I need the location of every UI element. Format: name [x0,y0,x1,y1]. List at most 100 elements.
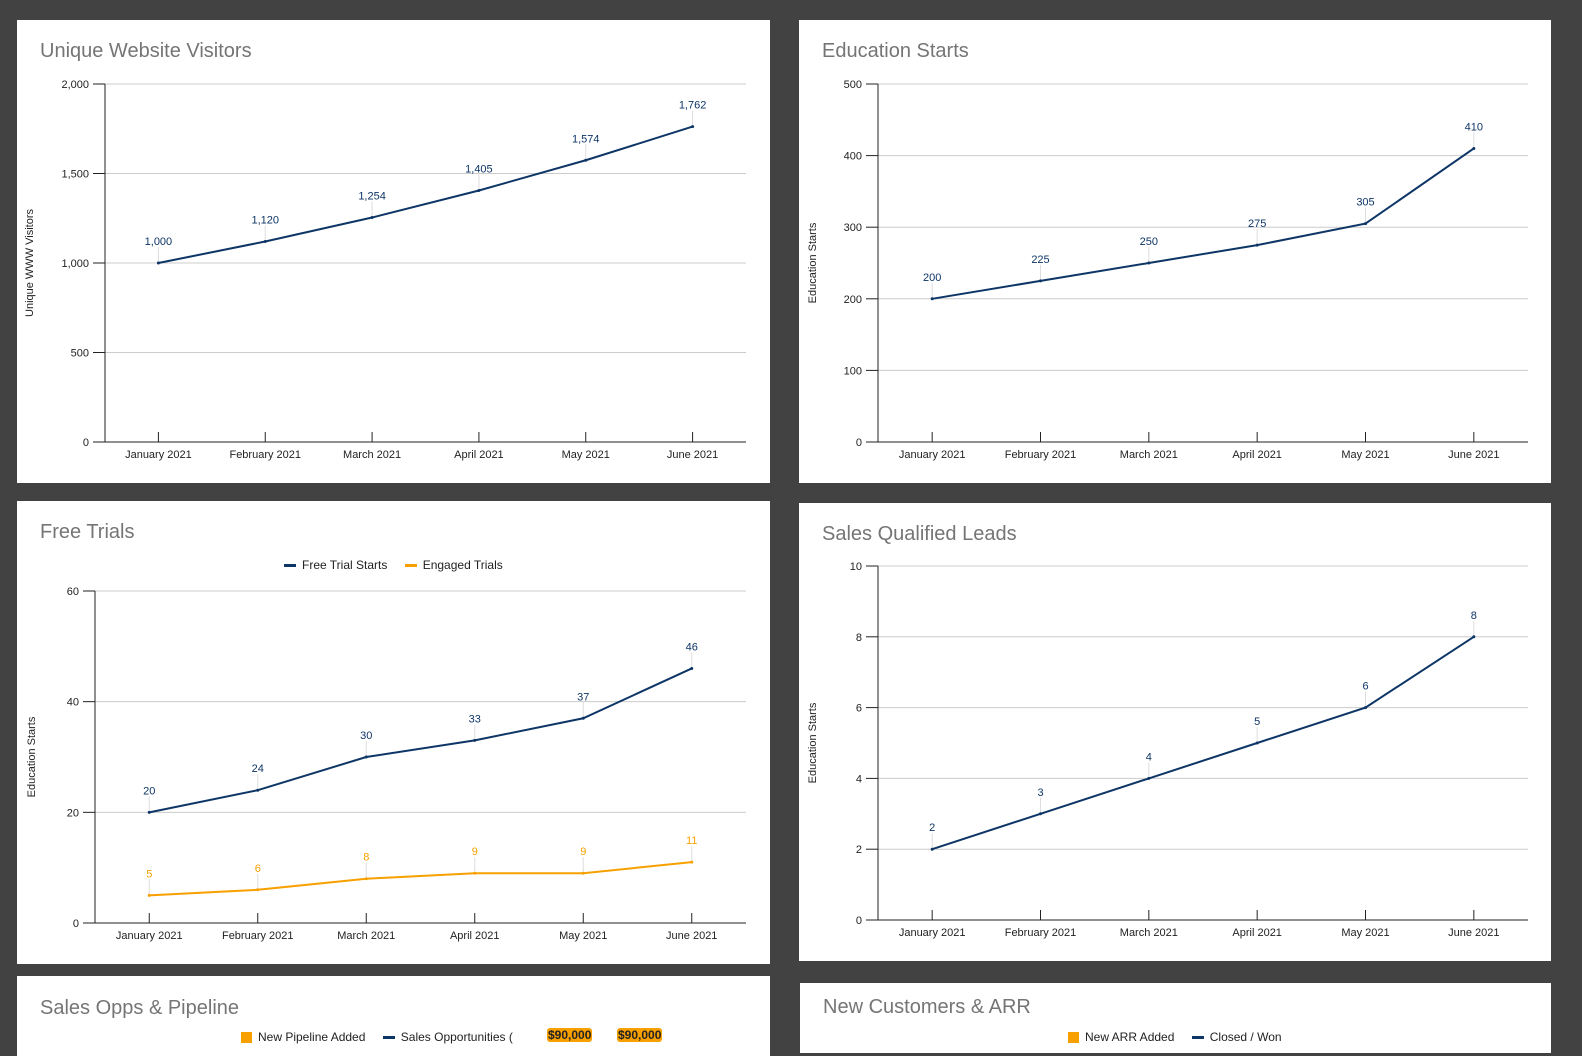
chart-panel-new-customers-arr: New Customers & ARR New ARR Added Closed… [800,983,1551,1053]
legend-item-engaged-trials[interactable]: Engaged Trials [404,558,503,572]
chart-panel-education-starts: 0 100 200 300 400 500 January 2021 February 202… [799,20,1551,483]
data-label: 6 [1362,681,1368,693]
data-point [473,871,477,875]
x-tick-label: April 2021 [1232,927,1282,939]
chart-title: New Customers & ARR [823,996,1031,1018]
legend-item-new-arr[interactable]: New ARR Added [1068,1030,1174,1044]
data-point [256,888,260,892]
data-point [1472,635,1476,639]
chart-title: Education Starts [822,40,969,62]
y-tick-label: 0 [83,437,89,449]
data-label: 33 [469,713,481,725]
legend-item-sales-opportunities[interactable]: Sales Opportunities ( [382,1030,513,1044]
value-badge: $90,000 [617,1028,663,1042]
chart-svg: 0 20 40 60 January 2021 February 2021 March 20… [26,586,746,942]
series-line [158,125,693,264]
chart-legend: New ARR Added Closed / Won [1068,1030,1296,1044]
x-tick-label: February 2021 [1005,449,1077,461]
chart-svg: 0 2 4 6 8 10 January 2021 February 2021 March 20… [807,561,1528,939]
data-label: 5 [146,868,152,880]
x-tick-label: March 2021 [337,930,395,942]
x-tick-label: February 2021 [229,449,301,461]
series-line [149,667,693,814]
legend-label: Closed / Won [1209,1030,1282,1044]
x-tick-label: January 2021 [899,449,966,461]
data-label: 30 [360,730,372,742]
x-tick-label: May 2021 [1341,927,1389,939]
y-tick-label: 60 [67,586,79,598]
chart-title: Free Trials [40,521,135,543]
data-label: 24 [252,763,264,775]
data-point [263,240,267,244]
data-label: 11 [686,835,697,847]
value-badge: $90,000 [547,1028,593,1042]
data-label: 6 [255,863,261,875]
data-point [256,788,260,792]
chart-legend: New Pipeline Added Sales Opportunities ( [241,1030,527,1044]
data-label: 20 [143,785,155,797]
y-tick-label: 2,000 [61,79,89,91]
data-label: 4 [1146,751,1152,763]
data-point [581,871,585,875]
data-point [690,860,694,864]
data-point [1147,261,1151,265]
y-tick-label: 1,000 [61,258,89,270]
chart-svg: 0 500 1,000 1,500 2,000 January 2021 February … [24,79,746,461]
data-label: 9 [580,846,586,858]
data-label: 225 [1031,254,1049,266]
y-tick-label: 0 [856,437,862,449]
data-label: 275 [1248,218,1266,230]
x-tick-label: April 2021 [454,449,504,461]
x-tick-label: January 2021 [116,930,183,942]
data-point [1039,279,1042,283]
x-tick-label: February 2021 [222,930,294,942]
series-line [931,635,1475,851]
y-tick-label: 400 [844,151,862,163]
data-point [691,125,695,129]
series-line [149,861,692,897]
y-tick-label: 1,500 [61,169,89,181]
legend-swatch [284,564,296,568]
data-label: 46 [686,641,698,653]
legend-label: Free Trial Starts [302,558,388,572]
x-tick-label: June 2021 [1448,449,1499,461]
y-tick-label: 100 [844,365,862,377]
y-tick-label: 4 [856,773,862,785]
y-axis-label: Education Starts [807,222,819,303]
data-point [584,158,588,162]
x-tick-label: April 2021 [450,930,500,942]
data-label: 200 [923,272,941,284]
data-point [477,189,481,193]
y-tick-label: 200 [844,294,862,306]
chart-panel-sales-opps-pipeline: Sales Opps & Pipeline New Pipeline Added… [17,976,770,1056]
data-label: 305 [1356,197,1374,209]
legend-item-new-pipeline[interactable]: New Pipeline Added [241,1030,365,1044]
data-point [370,216,374,220]
y-axis-label: Education Starts [26,716,38,797]
series-line [932,147,1475,300]
data-point [1472,146,1476,150]
data-point [930,297,934,301]
legend-label: New Pipeline Added [258,1030,366,1044]
data-label: 1,254 [358,191,386,203]
legend-swatch [382,1036,395,1040]
x-tick-label: June 2021 [667,449,718,461]
y-tick-label: 2 [856,844,862,856]
x-tick-label: March 2021 [1120,927,1178,939]
data-point [364,877,368,881]
legend-label: New ARR Added [1085,1030,1175,1044]
x-tick-label: May 2021 [1341,449,1389,461]
chart-title: Sales Qualified Leads [822,523,1017,545]
data-label: 1,574 [572,133,600,145]
data-label: 410 [1465,121,1483,133]
legend-swatch [404,564,417,568]
chart-title: Unique Website Visitors [40,40,252,62]
legend-item-free-trial-starts[interactable]: Free Trial Starts [284,558,387,572]
x-tick-label: February 2021 [1005,927,1077,939]
data-label: 1,762 [679,100,707,112]
data-point [473,738,477,742]
y-axis-label: Education Starts [807,702,819,783]
data-label: 5 [1254,716,1260,728]
x-tick-label: June 2021 [1448,927,1499,939]
legend-item-closed-won[interactable]: Closed / Won [1191,1030,1282,1044]
